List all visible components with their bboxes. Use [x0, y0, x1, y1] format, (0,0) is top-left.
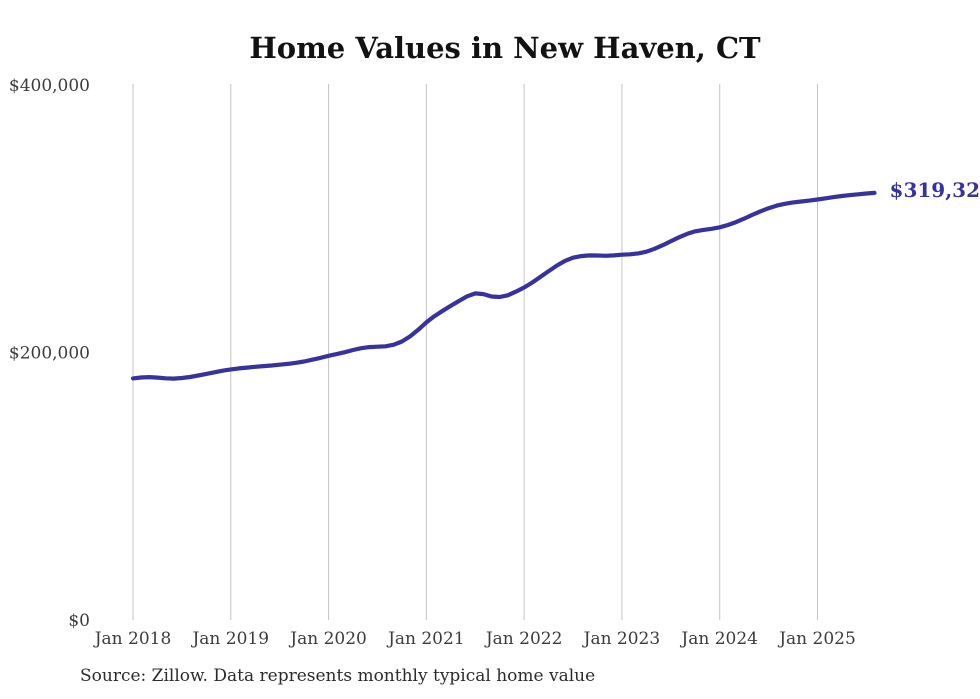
latest-value-label: $319,326	[890, 178, 980, 202]
x-tick-label: Jan 2024	[679, 629, 758, 649]
x-tick-label: Jan 2020	[288, 629, 367, 649]
x-tick-label: Jan 2023	[582, 629, 661, 649]
x-tick-label: Jan 2021	[386, 629, 465, 649]
x-tick-label: Jan 2018	[93, 629, 172, 649]
x-tick-label: Jan 2022	[484, 629, 563, 649]
home-value-line-series	[130, 190, 877, 381]
source-note: Source: Zillow. Data represents monthly …	[80, 666, 596, 686]
y-tick-label: $200,000	[9, 344, 90, 364]
x-tick-label: Jan 2019	[190, 629, 269, 649]
x-tick-label: Jan 2025	[777, 629, 856, 649]
y-tick-label: $400,000	[9, 76, 90, 96]
chart-title: Home Values in New Haven, CT	[249, 31, 761, 65]
y-tick-label: $0	[68, 611, 90, 631]
